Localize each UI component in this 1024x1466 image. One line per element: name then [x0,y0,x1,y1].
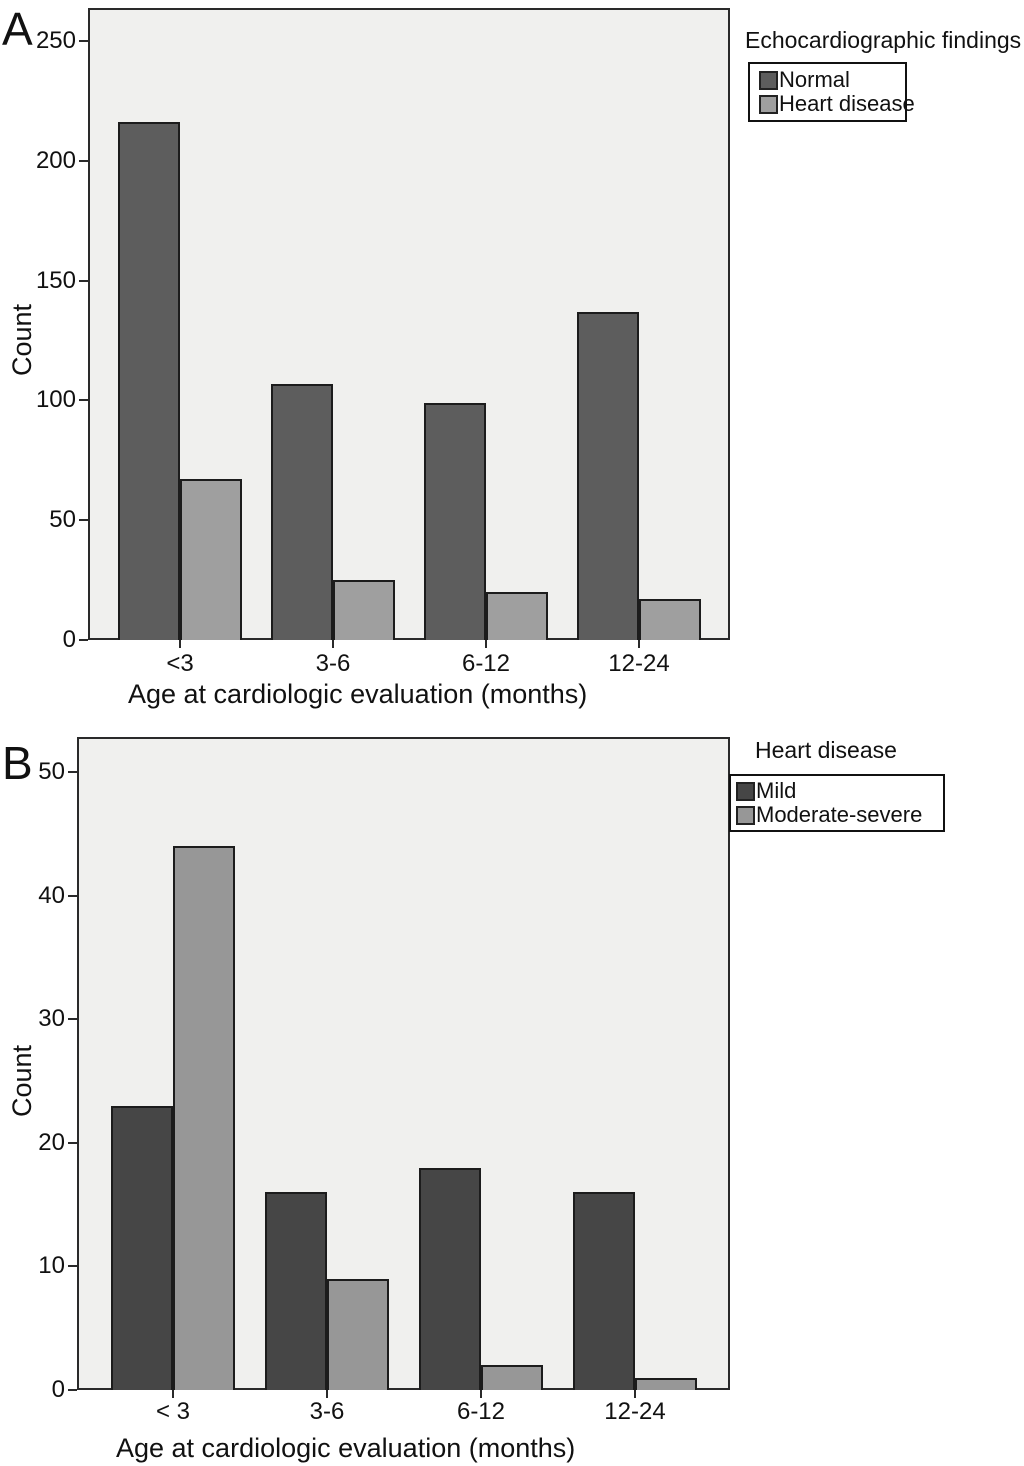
y-axis-title-a: Count [7,303,37,377]
legend-a: Normal Heart disease [748,62,915,122]
y-axis-tick [68,1265,77,1267]
bar-a-normal [271,384,333,640]
x-axis-tick [332,640,334,648]
bar-b-moderate-severe [481,1365,543,1390]
x-axis-tick [172,1390,174,1398]
legend-title-a: Echocardiographic findings [745,27,1022,53]
bar-b-moderate-severe [173,846,235,1390]
legend-entry-label: Moderate-severe [756,802,923,827]
y-axis-tick-label: 30 [38,1005,65,1032]
legend-entry: Moderate-severe [736,803,943,827]
x-axis-tick [326,1390,328,1398]
y-axis-tick-label: 20 [38,1129,65,1156]
bar-b-mild [265,1192,327,1390]
bar-a-heart-disease [180,479,242,640]
x-axis-tick [179,640,181,648]
legend-entry-label: Mild [756,778,797,803]
y-axis-tick [68,895,77,897]
legend-swatch-icon [759,70,778,90]
legend-b: Mild Moderate-severe [729,774,945,832]
y-axis-tick-label: 0 [62,626,76,653]
y-axis-tick [68,771,77,773]
y-axis-tick-label: 200 [35,147,76,174]
bar-a-heart-disease [486,592,548,640]
legend-entry: Heart disease [759,92,915,116]
bar-b-moderate-severe [327,1279,389,1390]
legend-entry: Normal [759,68,905,92]
y-axis-tick-label: 10 [38,1252,65,1279]
panel-a-letter: A [2,3,33,55]
panel-b-letter: B [2,737,33,789]
y-axis-tick-label: 40 [38,882,65,909]
legend-swatch-icon [759,94,778,114]
x-axis-tick-label: 3-6 [309,1398,345,1425]
x-axis-tick-label: 12-24 [608,650,670,677]
x-axis-tick-label: 6-12 [461,650,511,677]
y-axis-tick [79,40,88,42]
legend-entry-label: Normal [779,67,850,92]
y-axis-tick-label: 50 [49,506,76,533]
y-axis-title-b: Count [7,1044,37,1118]
legend-entry: Mild [736,779,943,803]
x-axis-title-b: Age at cardiologic evaluation (months) [116,1433,576,1463]
bar-a-normal [118,122,180,640]
y-axis-tick [79,519,88,521]
y-axis-tick [68,1018,77,1020]
y-axis-tick-label: 100 [35,386,76,413]
bar-b-mild [573,1192,635,1390]
y-axis-tick [68,1142,77,1144]
x-axis-tick-label: <3 [166,650,194,677]
y-axis-tick-label: 50 [38,758,65,785]
bar-a-normal [424,403,486,640]
bar-b-mild [419,1168,481,1390]
x-axis-tick [485,640,487,648]
bar-a-heart-disease [333,580,395,640]
legend-entry-label: Heart disease [779,91,915,116]
legend-swatch-icon [736,781,755,801]
legend-title-b: Heart disease [755,737,897,763]
y-axis-tick-label: 150 [35,267,76,294]
bar-b-moderate-severe [635,1378,697,1390]
y-axis-tick [79,280,88,282]
bar-a-heart-disease [639,599,701,640]
y-axis-tick [79,399,88,401]
bar-a-normal [577,312,639,640]
x-axis-tick [480,1390,482,1398]
y-axis-tick [68,1389,77,1391]
x-axis-title-a: Age at cardiologic evaluation (months) [128,679,588,709]
bar-b-mild [111,1106,173,1390]
x-axis-tick-label: 6-12 [456,1398,506,1425]
y-axis-tick-label: 0 [51,1376,65,1403]
y-axis-tick-label: 250 [35,27,76,54]
x-axis-tick-label: 3-6 [315,650,351,677]
x-axis-tick [634,1390,636,1398]
y-axis-tick [79,639,88,641]
legend-swatch-icon [736,805,755,825]
y-axis-tick [79,160,88,162]
x-axis-tick-label: 12-24 [604,1398,666,1425]
x-axis-tick-label: < 3 [155,1398,191,1425]
x-axis-tick [638,640,640,648]
